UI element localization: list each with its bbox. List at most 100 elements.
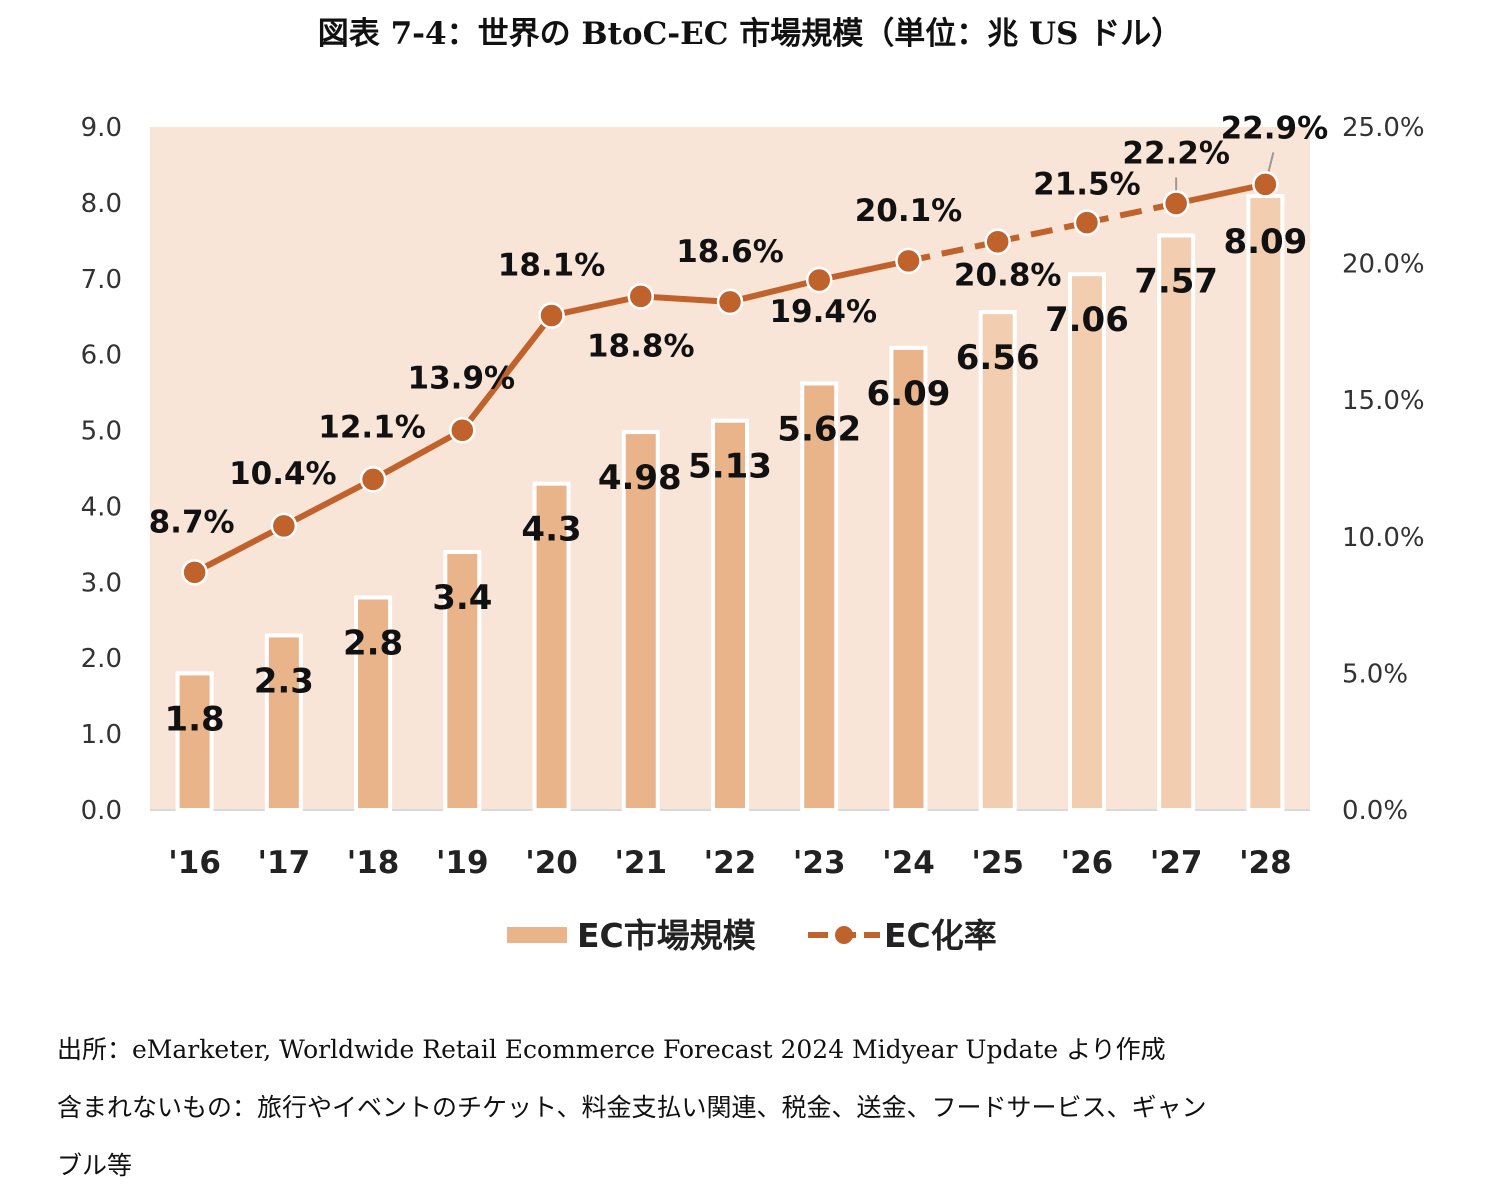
line-point [449, 417, 476, 444]
y-left-tick: 2.0 [81, 644, 122, 674]
x-tick-label: '25 [971, 845, 1024, 881]
line-data-label: 18.8% [587, 328, 695, 364]
bar [889, 345, 928, 812]
y-right-tick: 25.0% [1342, 113, 1425, 143]
bar [175, 671, 214, 813]
line-point [1252, 171, 1279, 198]
source-note: 出所：eMarketer, Worldwide Retail Ecommerce… [57, 1035, 1166, 1064]
bar-data-label: 4.98 [598, 458, 682, 498]
line-point [270, 512, 298, 540]
x-tick-label: '28 [1239, 845, 1292, 881]
line-segment [818, 257, 910, 283]
line-point [627, 283, 655, 310]
bar-data-label: 7.57 [1134, 262, 1218, 302]
bar [1067, 272, 1106, 813]
line-point [805, 266, 833, 294]
bar [800, 381, 839, 812]
line-point [1162, 190, 1190, 217]
x-tick-label: '27 [1150, 845, 1203, 881]
bar-data-label: 1.8 [164, 699, 224, 739]
line-point [1073, 209, 1101, 236]
line-data-label: 8.7% [149, 504, 235, 540]
line-point [895, 247, 922, 275]
line-segment [550, 293, 642, 319]
bar-data-label: 2.8 [343, 624, 403, 664]
x-tick-label: '24 [882, 845, 935, 881]
bar [978, 310, 1017, 812]
x-tick-label: '23 [793, 845, 846, 881]
y-right-tick: 0.0% [1342, 796, 1408, 826]
bar [1246, 194, 1285, 812]
x-tick-label: '17 [258, 845, 311, 881]
bar-data-label: 3.4 [432, 578, 492, 618]
y-left-tick: 1.0 [81, 720, 122, 750]
line-data-label: 18.6% [676, 234, 784, 270]
line-point [359, 466, 387, 493]
x-tick-label: '21 [614, 845, 667, 881]
line-data-label: 22.2% [1122, 135, 1230, 171]
bar-data-label: 2.3 [254, 661, 314, 701]
line-segment [1175, 181, 1267, 207]
line-segment [459, 313, 554, 433]
y-left-tick: 6.0 [81, 341, 122, 371]
x-tick-label: '26 [1061, 845, 1114, 881]
line-segment [193, 523, 286, 575]
bar-data-label: 5.13 [688, 447, 772, 487]
line-data-label: 20.8% [954, 258, 1062, 294]
y-right-tick: 15.0% [1342, 386, 1425, 416]
line-segment [1086, 200, 1177, 226]
bar-data-label: 7.06 [1045, 300, 1129, 340]
line-point [538, 302, 565, 329]
line-point [181, 559, 208, 586]
bar [1157, 233, 1196, 812]
x-tick-label: '19 [436, 845, 489, 881]
line-segment [997, 219, 1088, 245]
y-left-tick: 8.0 [81, 189, 122, 219]
line-data-label: 18.1% [498, 248, 606, 284]
bar [711, 418, 749, 812]
y-left-tick: 4.0 [81, 492, 122, 522]
legend-bar-label: EC市場規模 [577, 916, 757, 955]
x-tick-label: '20 [525, 845, 578, 881]
y-right-tick: 10.0% [1342, 523, 1425, 553]
y-left-tick: 9.0 [81, 113, 122, 143]
x-tick-label: '18 [347, 845, 400, 881]
legend-line-label: EC化率 [884, 916, 997, 955]
bar [621, 430, 660, 812]
y-left-tick: 7.0 [81, 265, 122, 295]
chart-title: 図表 7-4：世界の BtoC-EC 市場規模（単位：兆 US ドル） [317, 16, 1183, 52]
line-data-label: 21.5% [1033, 167, 1141, 203]
bar [354, 595, 393, 812]
bar [264, 633, 303, 813]
exclusion-note: 含まれないもの：旅行やイベントのチケット、料金支払い関連、税金、送金、フードサー… [57, 1093, 1207, 1122]
line-segment [371, 427, 464, 483]
bar-data-label: 5.62 [777, 410, 861, 450]
line-data-label: 20.1% [855, 193, 963, 229]
chart: 0.0 1.0 2.0 3.0 4.0 5.0 6.0 7.0 8.0 9.0 0.0% 5.0% 10… [81, 110, 1425, 955]
legend-line-marker [835, 926, 853, 944]
line-segment [282, 476, 375, 529]
bar-data-label: 6.56 [956, 338, 1040, 378]
y-right-tick: 5.0% [1342, 659, 1408, 689]
line-data-label: 13.9% [408, 360, 516, 396]
bar [443, 549, 482, 812]
line-data-label: 10.4% [229, 456, 337, 492]
line-point [716, 288, 744, 316]
y-left-tick: 3.0 [81, 568, 122, 598]
legend-bar-swatch [507, 927, 567, 943]
bar [532, 481, 571, 812]
line-data-label: 12.1% [318, 409, 426, 445]
y-left-tick: 5.0 [81, 417, 122, 447]
line-segment [907, 238, 999, 264]
line-segment [729, 277, 820, 305]
exclusion-note-cont: ブル等 [57, 1151, 133, 1180]
line-data-label: 22.9% [1221, 110, 1329, 146]
bar-data-label: 6.09 [867, 374, 951, 414]
bar-data-label: 4.3 [521, 510, 581, 550]
line-segment [640, 293, 731, 305]
line-data-label: 19.4% [769, 294, 877, 330]
y-right-tick: 20.0% [1342, 250, 1425, 280]
bar-data-label: 8.09 [1223, 222, 1307, 262]
x-tick-label: '16 [168, 845, 221, 881]
line-point [984, 228, 1011, 255]
